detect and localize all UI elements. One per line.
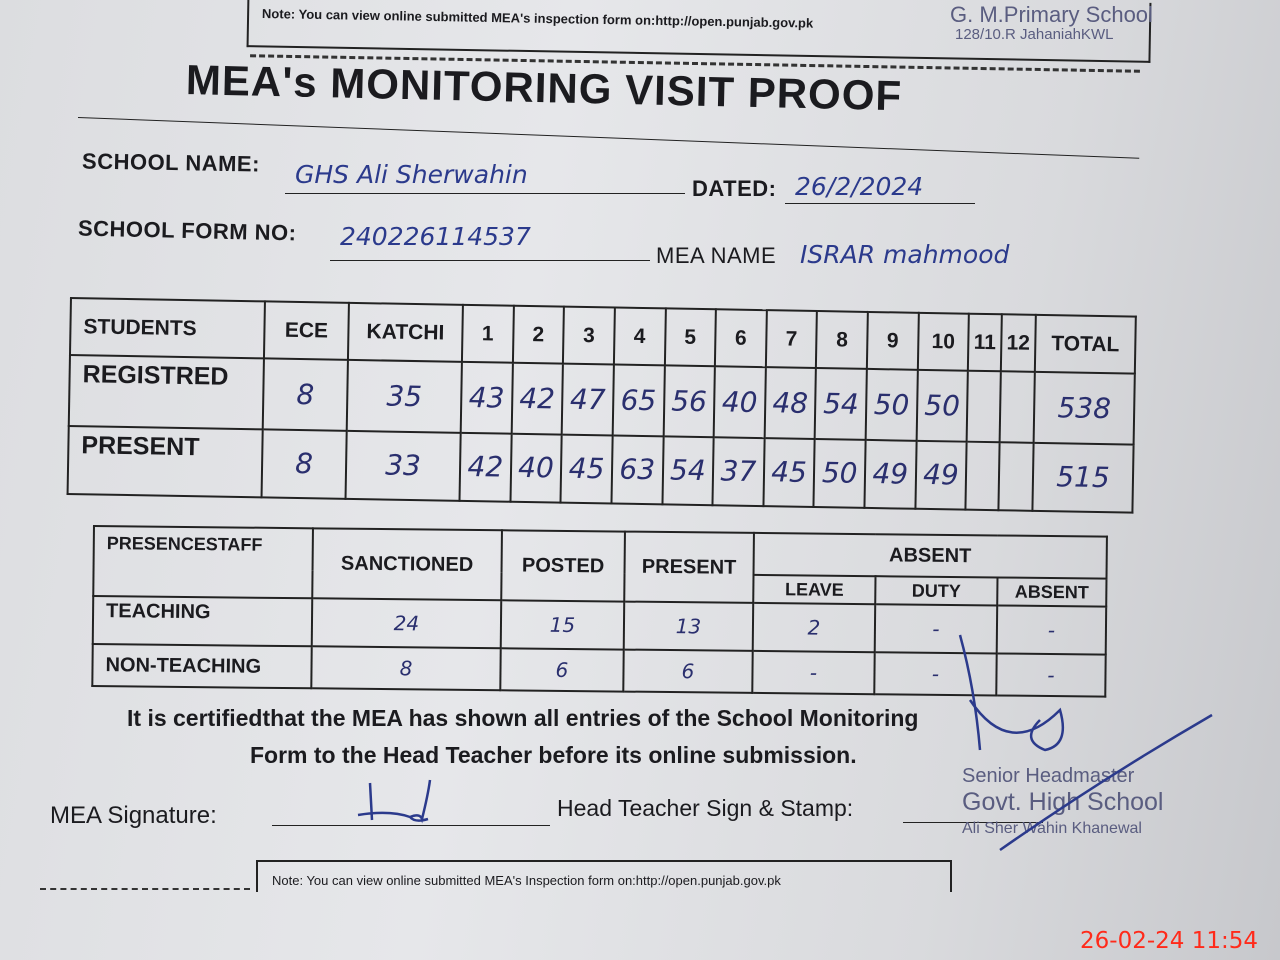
cell: 45: [763, 437, 816, 508]
header-ece: ECE: [263, 301, 349, 361]
form-no-line: [330, 260, 650, 261]
bottom-cut-line: [40, 888, 250, 890]
dated-value: 26/2/2024: [795, 172, 924, 201]
header-class-11: 11: [968, 313, 1002, 372]
mea-signature-label: MEA Signature:: [50, 802, 217, 829]
cell: 24: [311, 598, 502, 649]
cell: 65: [612, 364, 665, 437]
cell: 37: [712, 436, 765, 507]
dated-line: [785, 203, 975, 204]
cell: 6: [623, 649, 753, 693]
header-duty: DUTY: [875, 576, 998, 606]
header-katchi: KATCHI: [347, 302, 463, 363]
header-class-2: 2: [512, 305, 565, 364]
cell: 33: [345, 430, 461, 501]
cell: 8: [262, 358, 348, 431]
staff-header-row: PRESENCESTAFF SANCTIONED POSTED PRESENT …: [93, 526, 1107, 603]
students-table: STUDENTS ECE KATCHI 1 2 3 4 5 6 7 8 9 10…: [67, 297, 1137, 514]
form-no-value: 240226114537: [340, 222, 531, 251]
header-absent-sub: ABSENT: [997, 577, 1107, 607]
header-leave: LEAVE: [753, 574, 876, 605]
cell: 50: [865, 369, 918, 441]
cell: 50: [916, 370, 969, 442]
cell: 13: [623, 601, 754, 651]
mea-signature-line: [272, 825, 550, 826]
cell: [965, 441, 1000, 511]
school-name-value: GHS Ali Sherwahin: [295, 160, 528, 189]
header-class-9: 9: [866, 311, 919, 371]
head-teacher-sign-label: Head Teacher Sign & Stamp:: [557, 795, 854, 821]
top-stamp-line1: G. M.Primary School: [950, 2, 1153, 27]
bottom-note: Note: You can view online submitted MEA'…: [272, 873, 781, 888]
cell-total: 538: [1033, 372, 1135, 445]
header-class-10: 10: [917, 312, 970, 371]
row-label: REGISTRED: [68, 355, 264, 430]
school-name-line: [285, 193, 685, 194]
cell: 42: [511, 362, 564, 435]
header-class-12: 12: [1000, 314, 1036, 373]
cell: 8: [311, 646, 501, 691]
cell: [966, 370, 1001, 442]
head-teacher-sign-line: [903, 822, 1043, 823]
header-posted: POSTED: [501, 530, 625, 602]
top-stamp-line2: 128/10.R JahaniahKWL: [955, 26, 1114, 43]
header-students: STUDENTS: [69, 298, 265, 359]
mea-name-value: ISRAR mahmood: [800, 240, 1010, 269]
header-class-1: 1: [461, 304, 514, 363]
cell: 35: [346, 360, 462, 433]
cell: 47: [561, 363, 614, 436]
cell: 8: [261, 429, 347, 499]
cell: -: [752, 650, 875, 695]
certification-line1: It is certifiedthat the MEA has shown al…: [127, 705, 919, 731]
cell: 49: [915, 440, 967, 510]
cell: 63: [611, 435, 664, 505]
head-teacher-signature-mark: [958, 634, 1213, 852]
header-class-5: 5: [664, 308, 717, 367]
header-class-3: 3: [563, 306, 615, 365]
stamp-line3: Ali Sher Wahin Khanewal: [962, 820, 1142, 837]
cell: 15: [500, 600, 625, 650]
cell: 40: [510, 433, 562, 503]
stamp-line1: Senior Headmaster: [962, 765, 1135, 787]
form-no-label: SCHOOL FORM NO:: [77, 215, 297, 246]
cell: 2: [752, 602, 876, 653]
row-label: NON-TEACHING: [92, 644, 312, 689]
mea-signature-mark: [357, 779, 432, 824]
cell: 50: [813, 438, 866, 508]
cell: 6: [500, 648, 624, 692]
cell: 45: [560, 434, 613, 504]
cell: 40: [713, 366, 766, 438]
photo-timestamp: 26-02-24 11:54: [1080, 928, 1258, 954]
row-label: PRESENT: [67, 425, 263, 498]
header-class-4: 4: [613, 307, 666, 366]
row-label: TEACHING: [92, 596, 313, 647]
header-presence-staff: PRESENCESTAFF: [93, 526, 313, 599]
header-present: PRESENT: [624, 531, 754, 603]
dated-label: DATED:: [692, 176, 777, 201]
header-class-6: 6: [715, 309, 767, 368]
cell: 54: [815, 368, 867, 440]
header-class-8: 8: [816, 311, 868, 370]
cell: 49: [864, 439, 917, 509]
header-sanctioned: SANCTIONED: [312, 528, 502, 601]
stamp-line2: Govt. High School: [962, 788, 1164, 816]
mea-name-label: MEA NAME: [656, 243, 777, 268]
cell: 48: [764, 367, 817, 439]
cell: 54: [661, 436, 714, 506]
cell: [999, 371, 1035, 443]
header-class-7: 7: [765, 310, 818, 369]
cell: [998, 441, 1034, 511]
cell: 42: [459, 432, 512, 502]
header-total: TOTAL: [1034, 314, 1136, 374]
cell-total: 515: [1032, 442, 1134, 513]
header-absent: ABSENT: [753, 532, 1107, 579]
certification-line2: Form to the Head Teacher before its onli…: [250, 742, 857, 768]
cell: 56: [663, 365, 716, 437]
bottom-note-box: [256, 860, 952, 892]
cell: 43: [460, 362, 513, 434]
school-name-label: SCHOOL NAME:: [81, 148, 261, 177]
